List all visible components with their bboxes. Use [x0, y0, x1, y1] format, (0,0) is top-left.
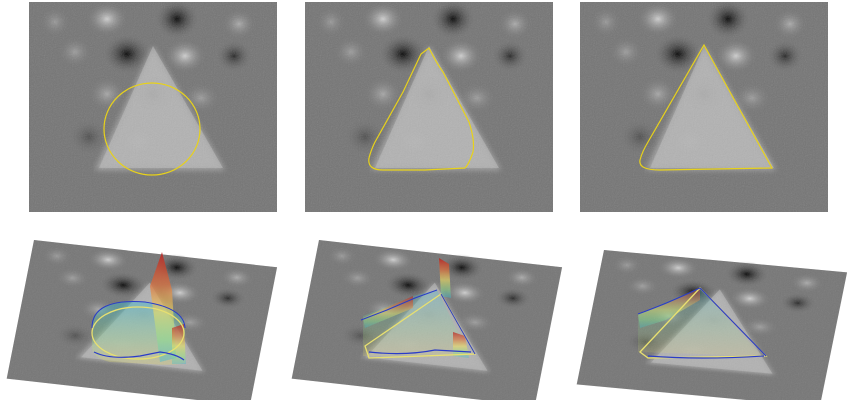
contour-partial-triangle — [368, 47, 475, 171]
contour-circle — [103, 82, 201, 176]
initial-contour-3d — [0, 228, 285, 400]
final-contour-3d — [570, 228, 850, 400]
final-contour-2d — [580, 2, 828, 212]
contour-triangle — [639, 43, 774, 171]
initial-contour-2d — [29, 2, 277, 212]
contour-surface — [360, 258, 477, 359]
intermediate-contour-3d — [285, 228, 570, 400]
intermediate-contour-2d — [305, 2, 553, 212]
contour-surface — [91, 252, 186, 365]
contour-surface — [637, 287, 768, 359]
